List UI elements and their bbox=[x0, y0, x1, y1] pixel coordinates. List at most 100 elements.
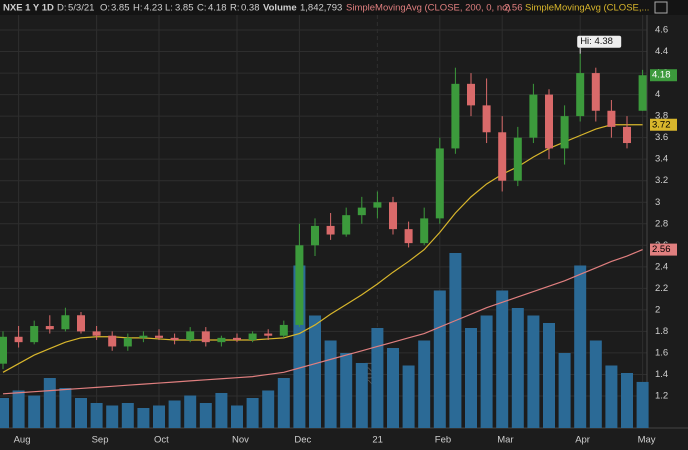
price-box-label: 4.18 bbox=[652, 70, 671, 81]
label: C: bbox=[197, 3, 207, 14]
candle-body bbox=[45, 326, 54, 330]
x-tick-label: Dec bbox=[294, 435, 311, 446]
volume-bar bbox=[636, 381, 649, 428]
candle-body bbox=[295, 245, 304, 325]
value: 4.23 bbox=[144, 3, 163, 14]
volume-bar bbox=[621, 373, 633, 428]
y-tick-label: 3.2 bbox=[655, 175, 668, 186]
x-tick-label: Apr bbox=[575, 435, 590, 446]
y-tick-label: 2.2 bbox=[655, 283, 668, 294]
candle-body bbox=[233, 337, 241, 341]
label: O: bbox=[100, 3, 110, 14]
volume-bar bbox=[184, 395, 197, 428]
y-tick-label: 1.6 bbox=[655, 347, 668, 358]
candle-body bbox=[170, 337, 179, 341]
volume-bar bbox=[340, 353, 353, 428]
annotation: Hi: 4.38 bbox=[580, 36, 613, 47]
candle-body bbox=[14, 336, 23, 343]
volume-bar bbox=[277, 378, 290, 428]
y-tick-label: 4.6 bbox=[655, 25, 668, 36]
candle-body bbox=[357, 207, 366, 216]
candle-body bbox=[279, 324, 288, 336]
volume-bar bbox=[168, 400, 181, 428]
y-tick-label: 3 bbox=[655, 197, 660, 208]
volume-bar bbox=[59, 388, 72, 428]
candle-body bbox=[108, 335, 117, 347]
candle-body bbox=[420, 218, 429, 244]
y-tick-label: 3.8 bbox=[655, 111, 668, 122]
candle-body bbox=[576, 73, 585, 117]
volume-bar bbox=[90, 403, 103, 428]
candle-body bbox=[92, 331, 101, 336]
volume-bar bbox=[449, 253, 462, 428]
volume-bar bbox=[433, 290, 446, 428]
volume-bar bbox=[43, 378, 56, 428]
volume-bar bbox=[387, 348, 399, 428]
y-tick-label: 1.2 bbox=[655, 390, 668, 401]
menu-icon[interactable] bbox=[654, 1, 668, 14]
candle-body bbox=[623, 126, 631, 144]
y-tick-label: 1.4 bbox=[655, 369, 668, 380]
volume-bar bbox=[527, 315, 540, 428]
sma-title: SimpleMovingAvg (CLOSE, 200, 0, no) bbox=[346, 3, 511, 14]
volume-bars bbox=[0, 253, 649, 428]
volume-bar bbox=[418, 340, 431, 428]
label: H: bbox=[133, 3, 143, 14]
price-box-label: 2.56 bbox=[652, 244, 671, 255]
x-tick-label: 21 bbox=[372, 435, 383, 446]
candle-body bbox=[155, 335, 163, 338]
price-box bbox=[650, 243, 677, 256]
candles bbox=[0, 53, 647, 370]
volume-bar bbox=[153, 405, 165, 428]
y-tick-label: 3.4 bbox=[655, 154, 668, 165]
y-tick-label: 2.8 bbox=[655, 218, 668, 229]
volume-title: Volume bbox=[263, 3, 297, 14]
y-tick-label: 2 bbox=[655, 304, 660, 315]
price-box bbox=[650, 118, 677, 131]
x-tick-label: Oct bbox=[154, 435, 169, 446]
candle-body bbox=[264, 333, 273, 336]
x-tick-label: Nov bbox=[232, 435, 249, 446]
volume-bar bbox=[371, 328, 384, 428]
volume-bar bbox=[106, 405, 119, 428]
candle-body bbox=[77, 315, 85, 332]
x-tick-label: Mar bbox=[497, 435, 513, 446]
volume-bar bbox=[355, 363, 368, 428]
volume-bar bbox=[543, 323, 555, 428]
labels: 1.21.41.61.822.22.42.62.833.23.43.63.844… bbox=[14, 25, 677, 446]
volume-bar bbox=[309, 315, 321, 428]
symbol: NXE 1 Y 1D bbox=[3, 3, 54, 14]
candle-body bbox=[529, 94, 538, 138]
volume-bar bbox=[28, 395, 41, 428]
candle-body bbox=[389, 202, 397, 230]
sma-value: 2.56 bbox=[504, 3, 523, 14]
candle-body bbox=[607, 110, 616, 127]
value: 4.18 bbox=[208, 3, 227, 14]
volume-bar bbox=[496, 290, 509, 428]
candle-body bbox=[248, 333, 257, 341]
x-tick-label: Aug bbox=[14, 435, 31, 446]
candle-body bbox=[451, 83, 460, 149]
volume-bar bbox=[75, 398, 87, 428]
price-box bbox=[650, 69, 677, 82]
x-tick-label: Sep bbox=[92, 435, 109, 446]
candle-body bbox=[373, 202, 382, 208]
label: D: bbox=[57, 3, 67, 14]
sma-title: SimpleMovingAvg (CLOSE,... bbox=[525, 3, 649, 14]
sma-line bbox=[2, 249, 643, 395]
candle-body bbox=[482, 105, 491, 133]
candle-body bbox=[638, 75, 647, 111]
volume-value: 1,842,793 bbox=[300, 3, 342, 14]
label: R: bbox=[230, 3, 240, 14]
volume-bar bbox=[12, 390, 25, 428]
candle-body bbox=[311, 225, 319, 246]
value: 0.38 bbox=[241, 3, 260, 14]
candle-body bbox=[513, 137, 522, 181]
volume-bar bbox=[246, 398, 259, 428]
volume-bar bbox=[465, 328, 477, 428]
candle-body bbox=[186, 331, 195, 341]
candle-body bbox=[591, 73, 600, 111]
candle-body bbox=[217, 337, 226, 343]
candle-body bbox=[545, 94, 553, 149]
